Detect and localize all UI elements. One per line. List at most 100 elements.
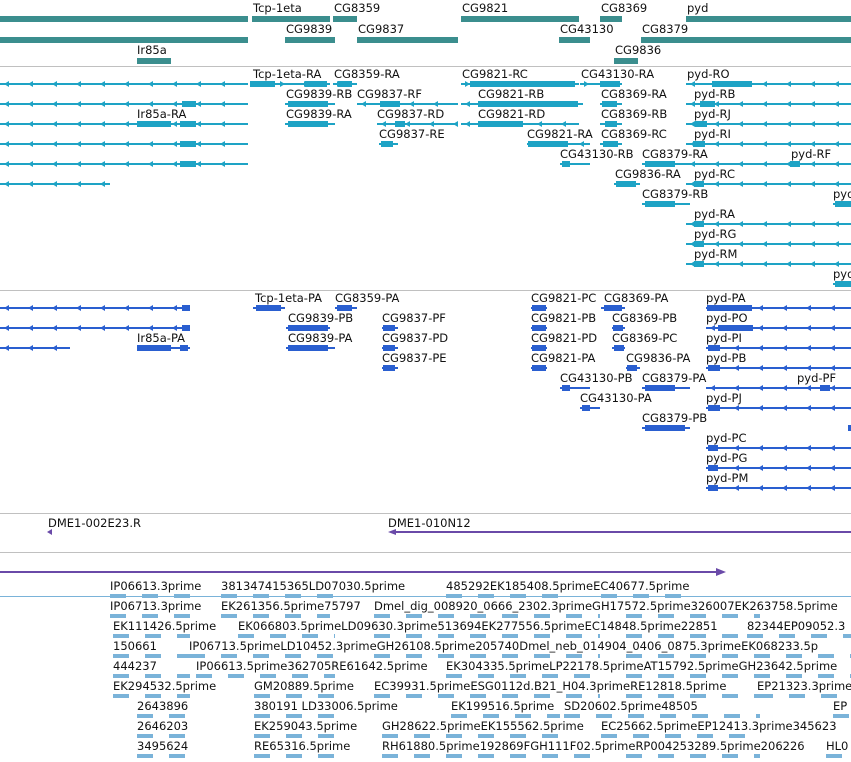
est-feature[interactable] — [665, 594, 681, 598]
est-label[interactable]: 150661 — [113, 639, 157, 653]
est-feature[interactable] — [382, 734, 398, 738]
transcript-label[interactable]: CG8379-RA — [642, 147, 708, 161]
transcript-label[interactable]: CG9839-RB — [286, 87, 353, 101]
est-feature[interactable] — [722, 674, 738, 678]
transcript-feature-exon[interactable] — [288, 101, 328, 107]
est-feature[interactable] — [270, 634, 286, 638]
est-feature[interactable] — [478, 734, 494, 738]
est-feature[interactable] — [626, 654, 642, 658]
est-feature[interactable] — [478, 594, 494, 598]
est-feature[interactable] — [438, 654, 454, 658]
protein-feature-exon[interactable] — [532, 365, 546, 371]
transcript-label[interactable]: CG9836-RA — [615, 167, 681, 181]
est-feature[interactable] — [254, 734, 270, 738]
est-feature[interactable] — [665, 734, 681, 738]
protein-label[interactable]: pyd-PB — [706, 351, 747, 365]
protein-label[interactable]: pyd-PF — [797, 371, 837, 385]
transcript-label[interactable]: pyd-RA — [694, 207, 735, 221]
protein-label[interactable]: pyd-PG — [706, 451, 748, 465]
est-feature[interactable] — [598, 634, 600, 638]
protein-label[interactable]: CG8369-PB — [612, 311, 678, 325]
protein-feature-exon[interactable] — [820, 385, 830, 391]
est-feature[interactable] — [137, 734, 153, 738]
protein-feature-line[interactable] — [706, 347, 851, 349]
protein-label[interactable]: pyd-PI — [706, 331, 742, 345]
est-feature[interactable] — [626, 754, 642, 758]
protein-label[interactable]: CG8369-PA — [604, 291, 669, 305]
est-feature[interactable] — [510, 734, 526, 738]
est-feature[interactable] — [414, 754, 430, 758]
transcript-feature-exon[interactable] — [395, 121, 405, 127]
est-label[interactable]: 380191 LD33006.5prime — [254, 699, 398, 713]
est-feature[interactable] — [470, 634, 486, 638]
transcript-label[interactable]: Tcp-1eta-RA — [253, 67, 322, 81]
est-label[interactable]: IP06713.5primeLD10452.3primeGH26108.5pri… — [189, 639, 819, 653]
est-label[interactable]: GH28622.5primeEK155562.5prime — [382, 719, 584, 733]
clone-feature[interactable] — [394, 531, 851, 533]
est-label[interactable]: IP06613.3prime — [110, 579, 202, 593]
est-feature[interactable] — [221, 654, 237, 658]
protein-feature-exon[interactable] — [182, 325, 190, 331]
est-feature[interactable] — [406, 654, 422, 658]
gene-bar[interactable] — [614, 58, 638, 64]
transcript-feature-exon[interactable] — [182, 101, 196, 107]
est-feature[interactable] — [145, 694, 161, 698]
protein-feature-line[interactable] — [0, 307, 190, 309]
est-feature[interactable] — [174, 614, 190, 618]
transcript-label[interactable]: CG9821-RB — [478, 87, 545, 101]
est-feature[interactable] — [438, 694, 454, 698]
est-feature[interactable] — [286, 694, 302, 698]
transcript-label[interactable]: CG9821-RC — [462, 67, 528, 81]
est-feature[interactable] — [470, 614, 486, 618]
protein-feature-line[interactable] — [706, 387, 851, 389]
est-feature[interactable] — [137, 714, 153, 718]
protein-feature-exon[interactable] — [848, 425, 851, 431]
est-feature[interactable] — [196, 674, 212, 678]
est-feature[interactable] — [137, 754, 153, 758]
transcript-feature-exon[interactable] — [694, 261, 704, 267]
est-feature[interactable] — [189, 654, 205, 658]
est-label[interactable]: 2643896 — [137, 699, 189, 713]
est-feature[interactable] — [285, 594, 301, 598]
protein-feature-exon[interactable] — [604, 305, 622, 311]
transcript-feature-exon[interactable] — [835, 201, 851, 207]
est-feature[interactable] — [833, 714, 849, 718]
protein-feature-exon[interactable] — [708, 445, 718, 451]
transcript-label[interactable]: pyd-RI — [694, 127, 731, 141]
transcript-feature-line[interactable] — [377, 123, 458, 125]
gene-label[interactable]: CG43130 — [560, 22, 614, 36]
est-feature[interactable] — [169, 734, 185, 738]
est-feature[interactable] — [754, 654, 770, 658]
est-feature[interactable] — [177, 634, 190, 638]
est-feature[interactable] — [478, 674, 494, 678]
protein-feature-exon[interactable] — [718, 325, 753, 331]
est-feature[interactable] — [722, 614, 738, 618]
protein-feature-exon[interactable] — [288, 345, 328, 351]
est-feature[interactable] — [658, 674, 674, 678]
clone-feature[interactable] — [388, 529, 396, 535]
protein-label[interactable]: CG9839-PB — [288, 311, 354, 325]
protein-feature-exon[interactable] — [532, 345, 546, 351]
est-feature[interactable] — [729, 734, 745, 738]
est-feature[interactable] — [451, 714, 467, 718]
est-label[interactable]: IP06713.3prime — [110, 599, 202, 613]
protein-label[interactable]: CG8379-PA — [642, 371, 707, 385]
gene-bar[interactable] — [559, 37, 590, 43]
gene-bar[interactable] — [285, 37, 335, 43]
transcript-label[interactable]: CG8369-RB — [601, 107, 668, 121]
est-feature[interactable] — [145, 674, 161, 678]
est-feature[interactable] — [789, 694, 805, 698]
est-feature[interactable] — [542, 734, 558, 738]
transcript-feature-exon[interactable] — [605, 121, 617, 127]
est-feature[interactable] — [177, 674, 190, 678]
transcript-feature-line[interactable] — [560, 163, 590, 165]
est-feature[interactable] — [722, 754, 738, 758]
transcript-feature-exon[interactable] — [645, 201, 675, 207]
protein-feature-exon[interactable] — [627, 365, 637, 371]
protein-feature-exon[interactable] — [708, 345, 720, 351]
est-feature[interactable] — [818, 674, 834, 678]
est-feature[interactable] — [221, 614, 237, 618]
transcript-feature-exon[interactable] — [470, 81, 575, 87]
protein-feature-exon[interactable] — [708, 405, 720, 411]
est-feature[interactable] — [811, 634, 827, 638]
